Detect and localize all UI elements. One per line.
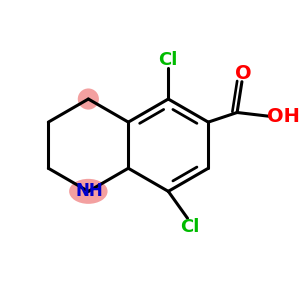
Ellipse shape — [69, 179, 108, 204]
Text: NH: NH — [75, 182, 103, 200]
Text: OH: OH — [267, 107, 300, 126]
Text: O: O — [235, 64, 251, 83]
Text: Cl: Cl — [180, 218, 199, 236]
Ellipse shape — [78, 88, 99, 110]
Text: Cl: Cl — [159, 51, 178, 69]
